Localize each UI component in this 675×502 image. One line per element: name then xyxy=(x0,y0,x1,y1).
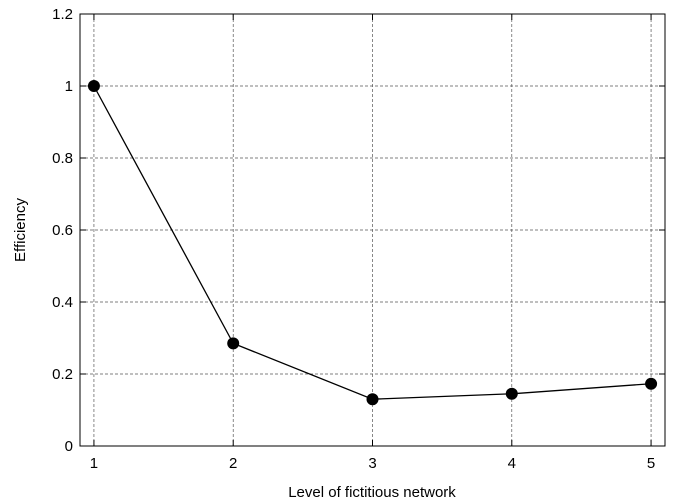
y-axis-label: Efficiency xyxy=(12,198,29,262)
y-tick-label: 0.6 xyxy=(52,222,73,239)
y-tick-label: 0 xyxy=(65,438,73,455)
data-point xyxy=(227,337,240,350)
x-axis-label: Level of fictitious network xyxy=(288,484,456,501)
series-line xyxy=(93,85,652,400)
y-tick-label: 0.8 xyxy=(52,150,73,167)
data-point xyxy=(87,80,100,92)
data-points xyxy=(87,80,658,406)
y-tick-label: 1.2 xyxy=(52,6,73,23)
y-tick-label: 0.4 xyxy=(52,294,73,311)
y-tick-label: 1 xyxy=(65,78,73,95)
x-tick-label: 3 xyxy=(368,455,376,472)
x-tick-label: 1 xyxy=(90,455,98,472)
x-tick-label: 4 xyxy=(508,455,516,472)
ticks xyxy=(80,13,665,447)
data-point xyxy=(366,393,379,406)
grid xyxy=(80,13,665,447)
data-point xyxy=(645,377,658,390)
y-tick-label: 0.2 xyxy=(52,366,73,383)
x-tick-label: 2 xyxy=(229,455,237,472)
tick-labels: 1 2 3 4 5 0 0.2 0.4 0.6 0.8 1 1.2 xyxy=(52,6,655,472)
x-tick-label: 5 xyxy=(647,455,655,472)
data-point xyxy=(505,387,518,400)
